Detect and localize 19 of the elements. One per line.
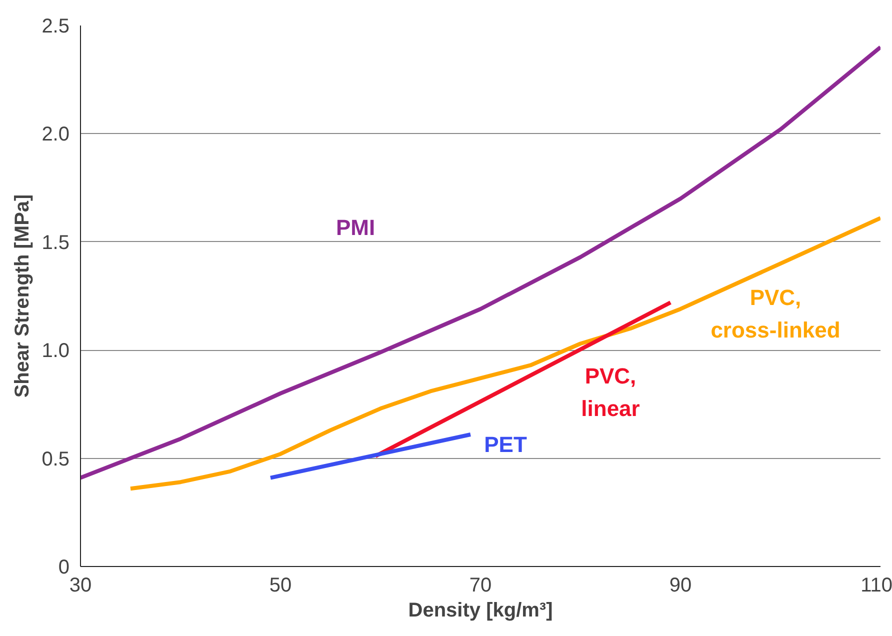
x-tick-label: 50 (269, 574, 292, 596)
line-series (128, 216, 880, 491)
text: PMI (336, 214, 376, 240)
y-tick-label: 2.0 (42, 124, 70, 146)
y-tick-label: 0 (58, 556, 70, 578)
y-tick-label: 1.0 (42, 340, 70, 362)
x-tick-label: 110 (860, 574, 892, 596)
y-tick-label: 1.5 (42, 232, 70, 254)
series-label: PET (484, 432, 528, 457)
x-tick-label: 70 (469, 574, 492, 596)
line-series (80, 45, 880, 480)
y-axis-title: Shear Strength [MPa] (12, 194, 34, 398)
x-tick-label: 30 (69, 574, 92, 596)
series-label: PVC, linear (581, 364, 640, 422)
y-tick-label: 2.5 (42, 16, 70, 38)
series-label: PVC, cross-linked (710, 284, 840, 342)
x-tick-label: 90 (669, 574, 692, 596)
y-tick-label: 0.5 (42, 448, 70, 470)
x-axis-title: Density [kg/m³] (408, 600, 553, 622)
